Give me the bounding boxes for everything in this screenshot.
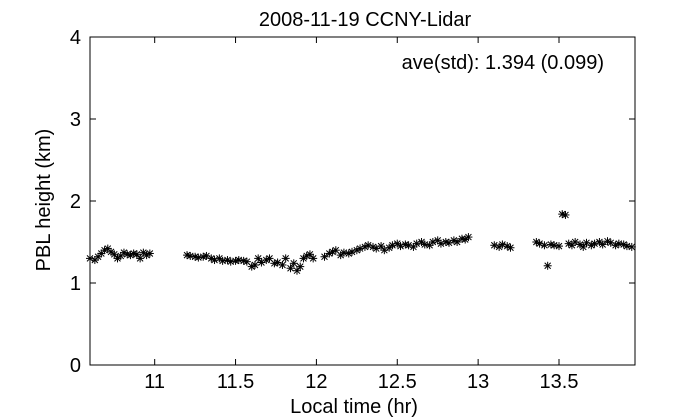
y-tick-label: 3 [70,109,81,131]
x-tick-label: 12 [305,371,327,393]
data-point [90,256,99,265]
plot-area [89,36,636,366]
data-point [293,266,302,275]
data-point [377,242,386,251]
data-point [554,242,563,251]
x-axis-label: Local time (hr) [290,396,418,418]
data-point [627,242,636,251]
data-point [242,257,251,266]
y-axis-label: PBL height (km) [33,129,55,272]
y-tick-label: 0 [70,355,81,377]
data-point [309,254,318,263]
x-tick-label: 13 [467,371,489,393]
data-point [420,240,429,249]
y-tick-label: 2 [70,191,81,213]
data-point [145,249,154,258]
data-point [126,251,135,260]
data-point [540,241,549,250]
data-point [254,254,263,263]
y-tick-label: 1 [70,273,81,295]
y-tick-label: 4 [70,27,81,49]
data-point [136,254,145,263]
data-point [543,261,552,270]
data-point [296,262,305,271]
data-point [278,260,287,269]
data-point [110,250,119,259]
x-tick-label: 11.5 [217,371,254,393]
data-point [286,264,295,273]
data-points [86,210,636,275]
data-point [142,251,151,260]
x-tick-label: 12.5 [378,371,417,393]
stats-annotation: ave(std): 1.394 (0.099) [402,52,604,74]
data-point [369,242,378,251]
data-point [561,210,570,219]
data-point [464,233,473,242]
data-point [132,250,141,259]
data-point [281,254,290,263]
chart-title: 2008-11-19 CCNY-Lidar [259,9,472,31]
data-point [453,238,462,246]
data-point [289,259,298,268]
data-point [305,250,314,259]
data-point [457,234,466,243]
x-tick-label: 11 [144,371,165,393]
x-tick-label: 13.5 [540,371,579,393]
data-point [320,252,329,261]
data-point [116,251,125,260]
data-point [506,243,515,252]
data-point [611,241,620,250]
data-point [579,242,588,251]
data-point [598,240,607,249]
data-point [250,260,259,269]
